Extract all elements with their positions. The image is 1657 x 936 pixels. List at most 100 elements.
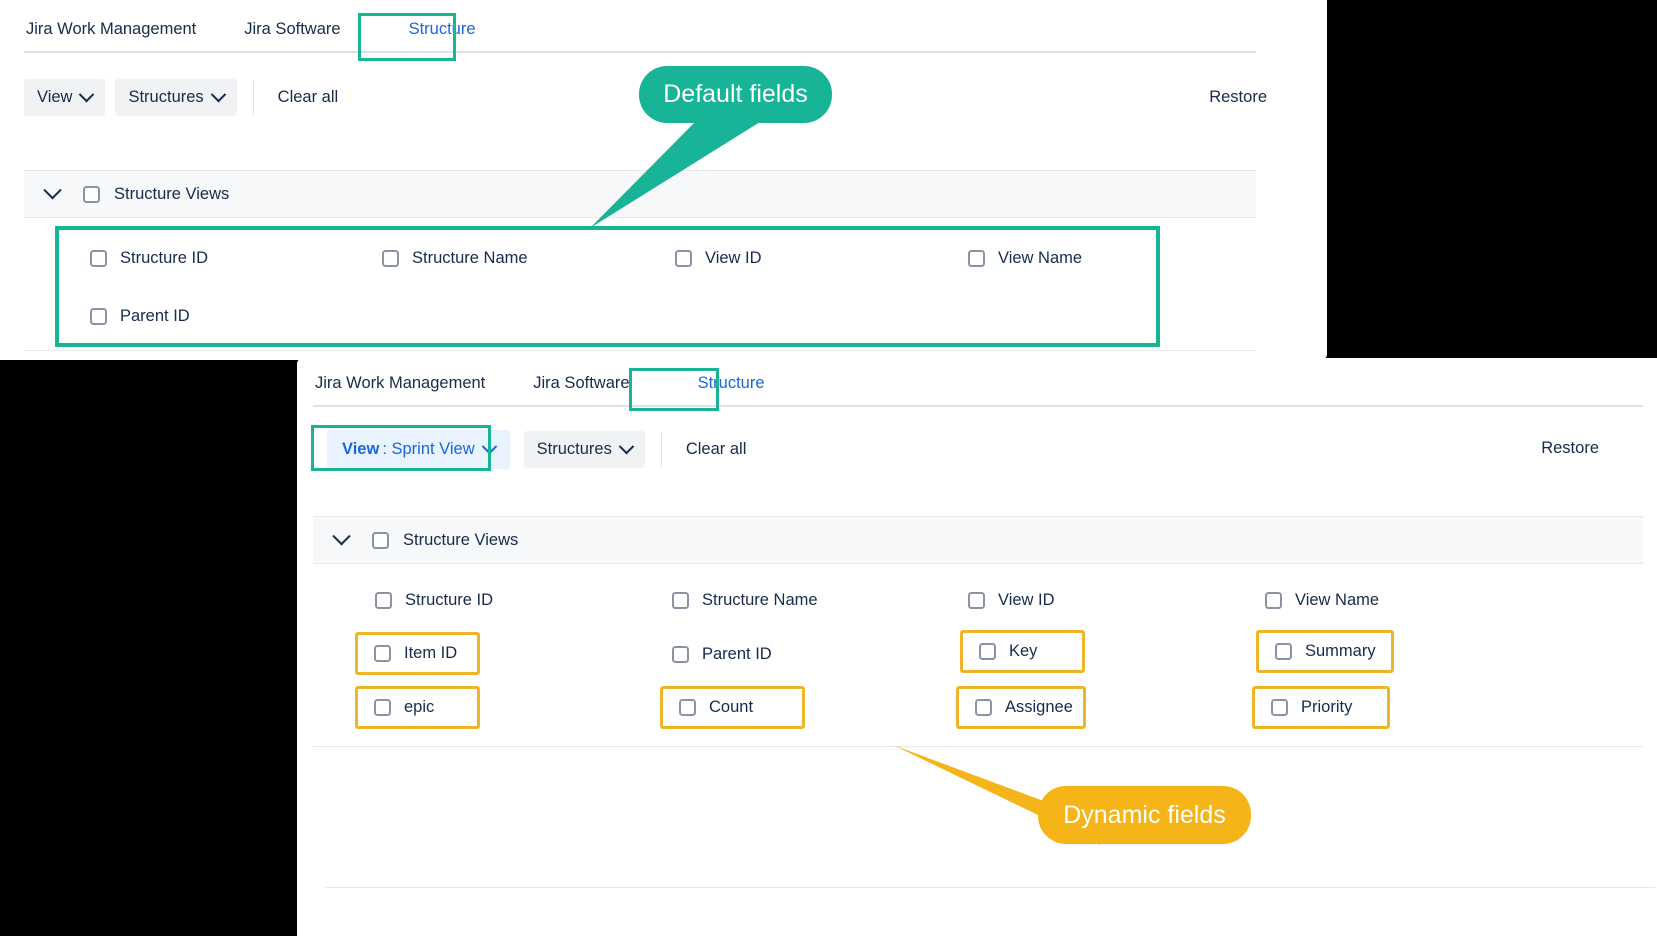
field-structure-id[interactable]: Structure ID (375, 592, 493, 609)
field-label: View Name (1295, 591, 1380, 610)
structures-dropdown-button[interactable]: Structures (523, 431, 645, 468)
restore-button-bottom[interactable]: Restore (1541, 439, 1599, 457)
chevron-down-icon (618, 438, 635, 455)
tab-jira-software[interactable]: Jira Software (244, 20, 341, 38)
field-item-id[interactable]: Item ID (355, 632, 480, 675)
group-header-structure-views-top[interactable]: Structure Views (24, 170, 1256, 218)
field-view-name[interactable]: View Name (968, 250, 1082, 267)
checkbox[interactable] (375, 592, 392, 609)
structures-dropdown-button[interactable]: Structures (115, 79, 237, 116)
field-label: Parent ID (702, 645, 772, 664)
structures-dropdown-label: Structures (536, 440, 612, 458)
field-label: View ID (998, 591, 1055, 610)
dynamic-fields-callout: Dynamic fields (1038, 786, 1251, 844)
checkbox[interactable] (968, 592, 985, 609)
field-label: Parent ID (120, 307, 190, 326)
tab-jira-work-management[interactable]: Jira Work Management (26, 20, 197, 38)
checkbox[interactable] (374, 645, 391, 662)
group-checkbox[interactable] (372, 531, 389, 549)
checkbox[interactable] (672, 646, 689, 663)
group-checkbox[interactable] (83, 185, 100, 203)
tab-structure[interactable]: Structure (408, 20, 476, 38)
field-view-name[interactable]: View Name (1265, 592, 1379, 609)
group-header-structure-views-bottom[interactable]: Structure Views (313, 516, 1643, 564)
checkbox[interactable] (672, 592, 689, 609)
field-view-id[interactable]: View ID (675, 250, 762, 267)
dynamic-fields-panel: Jira Work Management Jira Software Struc… (297, 358, 1657, 936)
view-dropdown-value: : Sprint View (382, 440, 475, 458)
toolbar-bottom: View : Sprint View Structures Clear all (327, 430, 754, 469)
toolbar-top: View Structures Clear all (24, 79, 346, 116)
bottom-divider (325, 887, 1655, 888)
chevron-down-icon[interactable] (332, 526, 351, 545)
field-count[interactable]: Count (660, 686, 805, 729)
view-dropdown-label: View (37, 88, 73, 106)
restore-button-top[interactable]: Restore (1209, 88, 1267, 106)
field-epic[interactable]: epic (355, 686, 480, 729)
tab-jira-software[interactable]: Jira Software (533, 374, 630, 392)
callout-label: Default fields (663, 80, 808, 108)
field-label: Priority (1301, 698, 1353, 717)
checkbox[interactable] (90, 250, 107, 267)
checkbox[interactable] (374, 699, 391, 716)
checkbox[interactable] (679, 699, 696, 716)
chevron-down-icon (79, 86, 95, 103)
field-label: Key (1009, 642, 1038, 661)
section-divider (24, 350, 1256, 351)
field-label: Assignee (1005, 698, 1073, 717)
field-label: Structure ID (405, 591, 494, 610)
corner-mask-br (1643, 926, 1657, 936)
checkbox[interactable] (968, 250, 985, 267)
field-label: epic (404, 698, 435, 717)
field-assignee[interactable]: Assignee (956, 686, 1086, 729)
section-divider (313, 746, 1643, 747)
field-parent-id[interactable]: Parent ID (90, 308, 190, 325)
tab-jira-work-management[interactable]: Jira Work Management (315, 374, 486, 392)
structures-dropdown-label: Structures (128, 88, 204, 106)
tab-structure[interactable]: Structure (697, 374, 765, 392)
field-label: Count (709, 698, 754, 717)
field-label: Structure Name (702, 591, 818, 610)
checkbox[interactable] (90, 308, 107, 325)
field-summary[interactable]: Summary (1256, 630, 1394, 673)
field-parent-id[interactable]: Parent ID (672, 646, 772, 663)
checkbox[interactable] (1265, 592, 1282, 609)
view-dropdown-label: View (342, 440, 380, 458)
field-label: View ID (705, 249, 762, 268)
field-label: Summary (1305, 642, 1376, 661)
tab-bar-top: Jira Work Management Jira Software Struc… (24, 14, 1256, 53)
field-structure-name[interactable]: Structure Name (382, 250, 528, 267)
default-fields-callout: Default fields (639, 66, 832, 123)
tab-bar-bottom: Jira Work Management Jira Software Struc… (313, 368, 1643, 407)
clear-all-button[interactable]: Clear all (270, 82, 347, 113)
checkbox[interactable] (1275, 643, 1292, 660)
field-label: Item ID (404, 644, 458, 663)
default-fields-panel: Jira Work Management Jira Software Struc… (0, 0, 1327, 360)
chevron-down-icon[interactable] (43, 180, 62, 199)
field-view-id[interactable]: View ID (968, 592, 1055, 609)
callout-label: Dynamic fields (1063, 800, 1226, 829)
field-label: Structure ID (120, 249, 209, 268)
field-label: Structure Name (412, 249, 528, 268)
clear-all-button[interactable]: Clear all (678, 434, 755, 465)
toolbar-divider (660, 432, 662, 467)
checkbox[interactable] (1271, 699, 1288, 716)
group-label: Structure Views (114, 184, 230, 203)
field-priority[interactable]: Priority (1252, 686, 1390, 729)
field-structure-id[interactable]: Structure ID (90, 250, 208, 267)
field-label: View Name (998, 249, 1083, 268)
chevron-down-icon (210, 86, 226, 103)
toolbar-divider (252, 80, 254, 115)
group-label: Structure Views (403, 530, 519, 549)
field-structure-name[interactable]: Structure Name (672, 592, 818, 609)
checkbox[interactable] (382, 250, 399, 267)
chevron-down-icon (481, 438, 497, 455)
corner-mask-tl (0, 0, 14, 10)
view-dropdown-button-selected[interactable]: View : Sprint View (327, 430, 510, 469)
checkbox[interactable] (975, 699, 992, 716)
field-key[interactable]: Key (960, 630, 1085, 673)
checkbox[interactable] (675, 250, 692, 267)
checkbox[interactable] (979, 643, 996, 660)
view-dropdown-button[interactable]: View (24, 79, 106, 116)
